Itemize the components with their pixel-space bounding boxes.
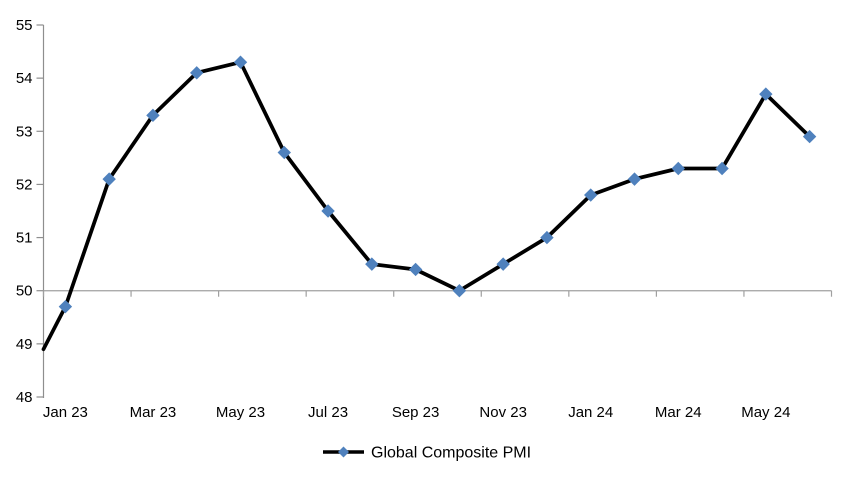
data-point-marker <box>321 204 335 218</box>
x-axis-tick-label: Mar 24 <box>655 404 702 421</box>
y-axis-tick-label: 55 <box>16 17 33 34</box>
data-point-marker <box>365 257 379 271</box>
x-axis-tick-label: Mar 23 <box>130 404 177 421</box>
legend-label: Global Composite PMI <box>371 445 531 462</box>
x-axis-tick-label: Jan 24 <box>568 404 613 421</box>
data-point-marker <box>540 230 554 245</box>
x-axis-tick-label: Sep 23 <box>392 404 440 421</box>
y-axis-tick-label: 51 <box>16 230 33 247</box>
data-point-marker <box>584 188 598 202</box>
y-axis-tick-label: 53 <box>16 123 33 140</box>
x-axis-tick-label: Jul 23 <box>308 404 348 421</box>
data-point-marker <box>408 262 423 277</box>
y-axis-tick-label: 52 <box>16 176 33 193</box>
pmi-series-line <box>41 60 812 352</box>
y-axis-tick-label: 48 <box>16 389 33 406</box>
data-point-marker <box>233 55 248 69</box>
data-point-marker <box>671 161 685 176</box>
data-point-marker <box>146 108 160 123</box>
data-point-marker <box>190 66 204 80</box>
data-point-marker <box>715 161 729 176</box>
x-axis-tick-label: Nov 23 <box>479 404 527 421</box>
data-point-marker <box>277 145 291 160</box>
x-axis-tick-label: May 24 <box>741 404 790 421</box>
y-axis-tick-label: 49 <box>16 336 33 353</box>
data-point-marker <box>102 172 116 186</box>
x-axis-tick-label: May 23 <box>216 404 265 421</box>
data-point-marker <box>452 284 467 298</box>
legend-marker-icon <box>338 446 349 458</box>
legend: Global Composite PMI <box>323 445 531 462</box>
y-axis-tick-label: 50 <box>16 283 33 300</box>
x-axis-tick-label: Jan 23 <box>43 404 88 421</box>
y-axis-tick-label: 54 <box>16 70 33 87</box>
data-point-marker <box>496 257 510 271</box>
data-point-marker <box>58 299 73 314</box>
data-point-marker <box>627 172 642 186</box>
data-point-marker <box>759 87 773 101</box>
data-point-marker <box>802 129 817 144</box>
